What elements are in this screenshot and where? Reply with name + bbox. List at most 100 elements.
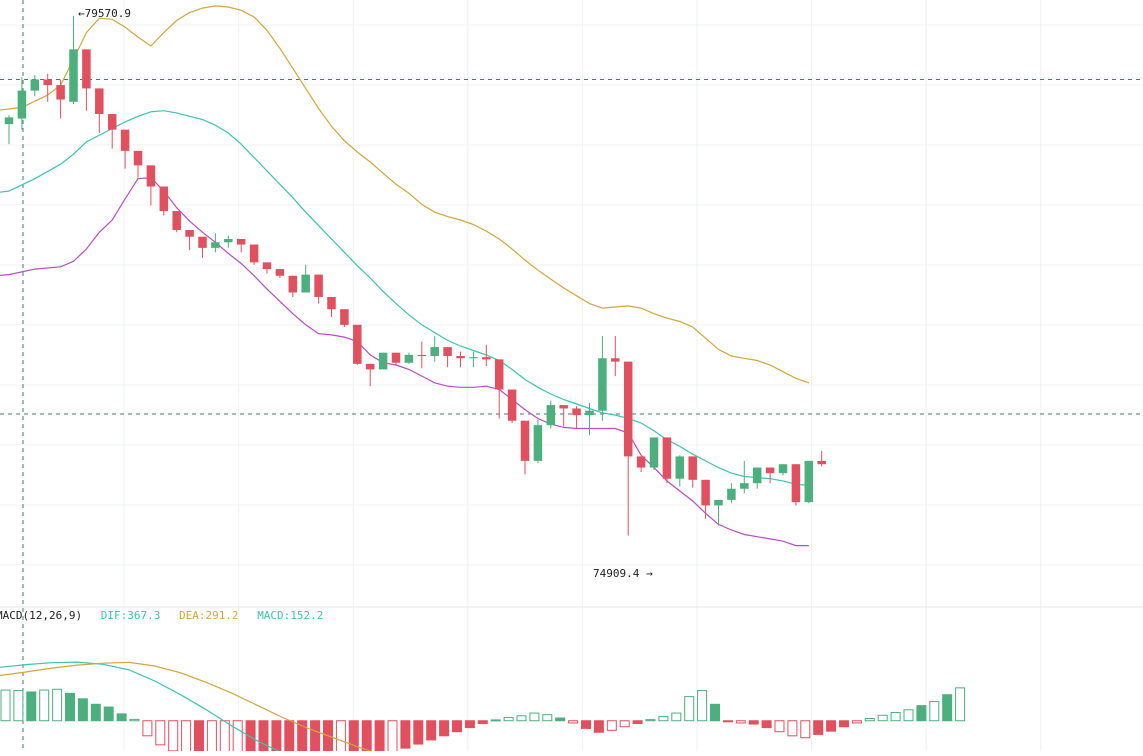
macd-histogram-bar	[374, 720, 385, 756]
candle-body	[494, 359, 504, 390]
macd-histogram-bar	[116, 713, 127, 722]
candle-body	[662, 437, 672, 479]
macd-histogram-bar	[787, 720, 798, 737]
macd-histogram-bar	[464, 720, 475, 729]
candle-body	[107, 114, 117, 130]
macd-histogram-bar	[387, 720, 398, 755]
candle-body	[765, 467, 775, 474]
candle-body	[95, 88, 104, 115]
candle-body	[262, 262, 272, 270]
candle-body	[482, 357, 491, 360]
macd-histogram-bar	[890, 712, 901, 722]
macd-histogram-bar	[813, 720, 824, 735]
macd-histogram-bar	[619, 720, 630, 728]
macd-histogram-bar	[684, 696, 695, 722]
macd-histogram-bar	[439, 720, 450, 737]
macd-histogram-bar	[194, 720, 204, 756]
macd-histogram-bar	[52, 688, 63, 722]
candle-body	[249, 244, 259, 263]
candle-body	[365, 363, 375, 370]
candle-body	[611, 358, 620, 362]
macd-legend-dif: DIF:367.3	[100, 609, 161, 622]
candle-body	[404, 354, 414, 363]
macd-histogram-bar	[323, 720, 333, 756]
macd-histogram-bar	[258, 720, 269, 756]
candle-body	[817, 460, 826, 465]
macd-histogram-bar	[413, 720, 424, 745]
macd-histogram-bar	[761, 720, 772, 729]
candle-body	[340, 309, 349, 325]
macd-histogram-bar	[568, 720, 579, 724]
macd-histogram-bar	[851, 720, 862, 724]
candle-body	[211, 242, 220, 248]
macd-legend-title: MACD(12,26,9)	[0, 609, 83, 622]
candle-body	[598, 358, 607, 411]
candle-body	[675, 456, 685, 479]
candle-body	[507, 389, 517, 421]
macd-histogram-bar	[245, 720, 256, 756]
macd-histogram-bar	[284, 720, 295, 756]
macd-histogram-bar	[232, 720, 243, 756]
macd-histogram-bar	[942, 694, 953, 722]
macd-histogram-bar	[26, 691, 37, 722]
candle-body	[727, 488, 736, 500]
low-price-value: 74909.4	[593, 567, 640, 580]
candle-body	[533, 425, 543, 461]
macd-histogram-bar	[671, 712, 682, 722]
macd-histogram-bar	[593, 720, 604, 733]
macd-histogram-bar	[516, 715, 527, 722]
candle-body	[275, 269, 285, 276]
high-price-label: ←79570.9	[78, 7, 131, 20]
candle-body	[456, 356, 465, 359]
candle-body	[572, 408, 581, 416]
candle-body	[649, 437, 659, 468]
macd-histogram-bar	[206, 720, 217, 756]
candle-body	[778, 464, 788, 474]
macd-histogram-bar	[555, 717, 566, 722]
candle-body	[236, 238, 246, 245]
macd-histogram-bar	[542, 714, 553, 722]
boll-upper-line	[0, 5, 809, 384]
candle-body	[4, 117, 14, 125]
macd-histogram-bar	[722, 720, 733, 723]
macd-histogram-bar	[916, 705, 927, 722]
macd-histogram-bar	[710, 703, 720, 722]
macd-legend-macd: MACD:152.2	[257, 609, 324, 622]
macd-histogram-bar	[955, 687, 966, 722]
macd-histogram-bar	[310, 720, 321, 756]
candle-body	[623, 361, 633, 457]
macd-histogram-bar	[361, 720, 372, 756]
candle-body	[804, 460, 814, 503]
candle-body	[701, 479, 710, 506]
candle-body	[443, 347, 452, 357]
candle-body	[752, 467, 762, 484]
macd-histogram-bar	[452, 720, 462, 733]
candle-body	[224, 238, 233, 243]
candle-body	[791, 464, 801, 503]
low-price-label: 74909.4 →	[593, 567, 653, 580]
macd-histogram-bar	[735, 720, 746, 724]
macd-histogram-bar	[503, 716, 514, 722]
macd-histogram-bar	[645, 719, 656, 722]
macd-histogram-bar	[748, 720, 759, 725]
candle-body	[133, 150, 143, 166]
macd-histogram-bar	[65, 692, 75, 722]
macd-histogram-bar	[400, 720, 411, 749]
macd-histogram-bar	[219, 720, 230, 756]
candle-body	[430, 347, 439, 357]
candle-body	[56, 85, 65, 100]
candle-body	[30, 79, 40, 91]
dif-line	[0, 661, 294, 756]
macd-legend: MACD(12,26,9) DIF:367.3 DEA:291.2 MACD:1…	[0, 609, 335, 622]
candle-body	[585, 410, 594, 416]
macd-histogram-bar	[826, 720, 837, 732]
macd-histogram-bar	[490, 719, 501, 722]
right-arrow-icon: →	[639, 567, 653, 580]
macd-legend-dea: DEA:291.2	[178, 609, 239, 622]
macd-histogram-bar	[606, 720, 617, 731]
candle-body	[82, 49, 91, 89]
macd-histogram-bar	[129, 718, 140, 722]
candle-body	[327, 296, 336, 310]
